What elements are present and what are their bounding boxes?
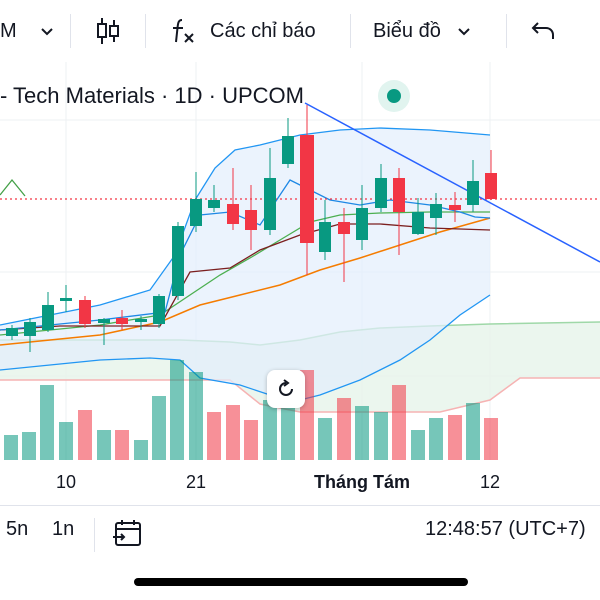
ma-green	[0, 211, 490, 336]
trend-line[interactable]	[304, 102, 600, 263]
market-status-indicator[interactable]	[378, 80, 410, 112]
chart-type-selector[interactable]: Biểu đồ	[373, 0, 472, 62]
time-axis-label: 21	[185, 472, 207, 492]
reset-icon	[279, 379, 293, 396]
chevron-down-icon	[40, 28, 53, 36]
interval-selector[interactable]: M	[0, 0, 55, 62]
bollinger-fill	[0, 128, 490, 400]
indicators-label: Các chỉ báo	[210, 19, 316, 42]
undo-button[interactable]	[530, 0, 556, 62]
candles-icon	[97, 18, 119, 44]
chart-type-label: Biểu đồ	[373, 19, 441, 42]
top-toolbar: M Các chỉ báo Biểu đồ	[0, 0, 600, 62]
clock-timezone[interactable]: 12:48:57 (UTC+7)	[425, 518, 586, 540]
home-indicator[interactable]	[134, 578, 468, 586]
toolbar-divider	[70, 14, 71, 48]
time-axis-label: 12	[479, 472, 501, 492]
toolbar-divider	[506, 14, 507, 48]
chevron-down-icon	[458, 28, 470, 36]
zigzag-line	[0, 178, 26, 197]
function-icon	[173, 19, 194, 43]
undo-icon	[531, 22, 554, 39]
symbol-title[interactable]: - Tech Materials · 1D · UPCOM	[0, 80, 304, 112]
toolbar-divider	[94, 518, 95, 552]
time-axis-label: Tháng Tám	[313, 472, 411, 492]
toolbar-divider	[145, 14, 146, 48]
bottom-toolbar: 5n 1n 12:48:57 (UTC+7)	[0, 505, 600, 566]
price-chart[interactable]	[0, 62, 600, 460]
candlesticks	[6, 105, 497, 352]
time-axis[interactable]: 10 21 Tháng Tám 12	[0, 462, 600, 502]
volume-bars	[4, 360, 498, 460]
symbol-title-text: - Tech Materials · 1D · UPCOM	[0, 83, 304, 108]
ma-darkred	[0, 223, 491, 331]
indicators-button[interactable]: Các chỉ báo	[168, 0, 316, 62]
range-1-day-button[interactable]: 1n	[52, 518, 75, 540]
reset-chart-button[interactable]	[267, 370, 305, 408]
go-to-date-icon[interactable]	[112, 518, 144, 548]
candles-chart-button[interactable]	[94, 0, 122, 62]
bollinger-upper	[0, 127, 491, 326]
toolbar-divider	[350, 14, 351, 48]
time-axis-label: 10	[55, 472, 77, 492]
interval-label: M	[0, 19, 17, 42]
range-5-day-button[interactable]: 5n	[6, 518, 29, 540]
chart-canvas[interactable]	[0, 62, 600, 460]
